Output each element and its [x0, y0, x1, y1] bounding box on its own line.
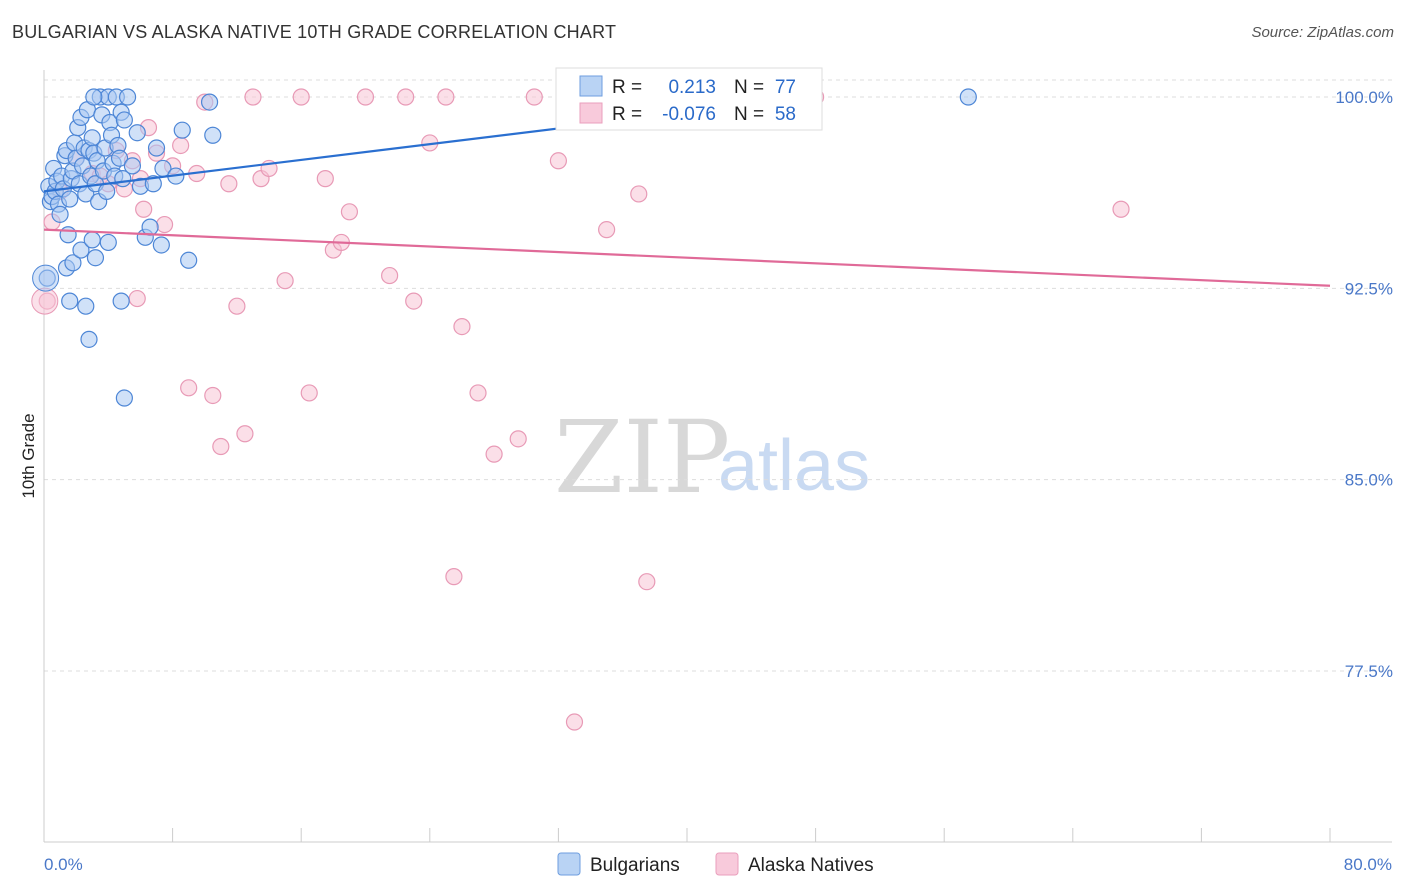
bulgarian-point	[59, 226, 77, 244]
alaska-native-point	[128, 289, 146, 308]
watermark-zip: ZIP	[554, 399, 730, 516]
alaska-native-point	[300, 384, 318, 402]
alaska-native-point	[228, 297, 246, 315]
bulgarian-point-large	[32, 264, 60, 292]
bulgarian-point	[118, 88, 137, 106]
bulgarian-point	[152, 236, 170, 254]
bulgarian-point	[128, 124, 146, 142]
bulgarian-point	[64, 254, 82, 272]
bulgarian-point	[115, 111, 133, 129]
bulgarian-point	[86, 249, 105, 267]
bulgarians-points	[32, 88, 977, 407]
alaska-native-point	[340, 203, 359, 221]
y-tick-label: 92.5%	[1345, 279, 1393, 298]
bulgarian-point	[141, 218, 159, 236]
alaska-native-point	[485, 445, 503, 463]
alaska-native-point	[405, 292, 423, 310]
alaska-native-point	[276, 272, 294, 290]
chart-title: BULGARIAN VS ALASKA NATIVE 10TH GRADE CO…	[12, 22, 617, 42]
legend-swatch-pink	[579, 102, 603, 124]
alaska-native-point	[356, 88, 375, 106]
alaska-native-point	[397, 88, 415, 106]
alaska-natives-trend-line	[43, 228, 1331, 287]
bulgarian-point	[83, 231, 101, 249]
bottom-legend-swatch-alaska-natives	[715, 852, 739, 876]
y-tick-label: 77.5%	[1345, 662, 1393, 681]
bulgarian-point	[173, 121, 191, 139]
bottom-legend-swatch-bulgarians	[557, 852, 581, 876]
bulgarian-point	[61, 190, 79, 208]
alaska-native-point	[638, 573, 656, 591]
x-tick-label-max: 80.0%	[1344, 855, 1392, 874]
alaska-native-point	[236, 425, 254, 443]
grid-lines	[44, 79, 1392, 672]
alaska-native-point	[565, 713, 584, 731]
legend-n-label-2: N =	[734, 104, 764, 125]
legend-r-value-2: -0.076	[662, 104, 716, 125]
legend-n-label-1: N =	[734, 77, 764, 98]
y-axis-label: 10th Grade	[19, 413, 38, 498]
chart-source: Source: ZipAtlas.com	[1251, 24, 1394, 41]
alaska-native-point-large	[31, 287, 59, 315]
bulgarian-point	[80, 330, 98, 348]
bulgarian-point	[123, 157, 142, 175]
bulgarian-point	[115, 389, 133, 407]
legend-n-value-2: 58	[775, 104, 796, 125]
bulgarian-point	[147, 139, 166, 157]
bulgarian-point	[110, 149, 129, 167]
bulgarian-point	[72, 241, 90, 259]
x-axis-ticks	[43, 828, 1331, 842]
alaska-native-point	[453, 318, 471, 336]
alaska-native-point	[212, 437, 230, 456]
alaska-native-point	[509, 430, 527, 448]
alaska-native-point	[220, 175, 238, 193]
alaska-native-point	[525, 88, 543, 106]
bottom-legend-alaska-natives: Alaska Natives	[748, 855, 874, 876]
alaska-native-point	[316, 170, 334, 188]
bulgarian-point	[180, 251, 198, 269]
alaska-native-point	[549, 152, 568, 170]
bulgarian-point	[144, 175, 162, 193]
alaska-native-point	[292, 88, 310, 106]
legend-r-label-1: R =	[612, 77, 642, 98]
alaska-native-point	[204, 386, 222, 405]
bulgarian-point	[112, 292, 130, 310]
alaska-native-point	[445, 568, 463, 586]
bottom-legend-bulgarians: Bulgarians	[590, 855, 680, 876]
bulgarian-point	[98, 182, 116, 200]
correlation-legend: R = 0.213 N = 77 R = -0.076 N = 58	[555, 67, 823, 131]
bulgarian-point	[77, 297, 95, 315]
alaska-native-point	[381, 266, 399, 285]
alaska-native-point	[244, 88, 262, 106]
bulgarian-point	[200, 93, 219, 111]
legend-r-label-2: R =	[612, 104, 642, 125]
bulgarian-point	[959, 88, 977, 106]
alaska-native-point	[135, 200, 153, 218]
alaska-native-point	[1112, 200, 1130, 218]
y-tick-label: 100.0%	[1335, 88, 1393, 107]
alaska-native-point	[180, 379, 198, 397]
legend-swatch-blue	[579, 75, 603, 97]
alaska-native-point	[598, 221, 616, 239]
bulgarian-point	[204, 126, 222, 144]
alaska-native-point	[155, 215, 174, 234]
alaska-native-point	[469, 384, 487, 402]
bulgarian-point	[99, 233, 117, 252]
y-tick-labels: 100.0% 92.5% 85.0% 77.5%	[1335, 88, 1393, 681]
bulgarian-point	[85, 88, 103, 106]
x-tick-label-min: 0.0%	[44, 855, 83, 874]
bulgarian-point	[61, 292, 79, 310]
legend-r-value-1: 0.213	[668, 77, 716, 98]
series-legend: Bulgarians Alaska Natives	[557, 852, 874, 876]
y-tick-label: 85.0%	[1345, 471, 1393, 490]
alaska-native-point	[630, 185, 648, 203]
alaska-native-point	[437, 88, 455, 106]
bulgarian-point	[51, 205, 69, 223]
watermark-atlas: atlas	[718, 426, 870, 506]
legend-n-value-1: 77	[775, 77, 796, 98]
alaska-native-point	[172, 136, 190, 155]
